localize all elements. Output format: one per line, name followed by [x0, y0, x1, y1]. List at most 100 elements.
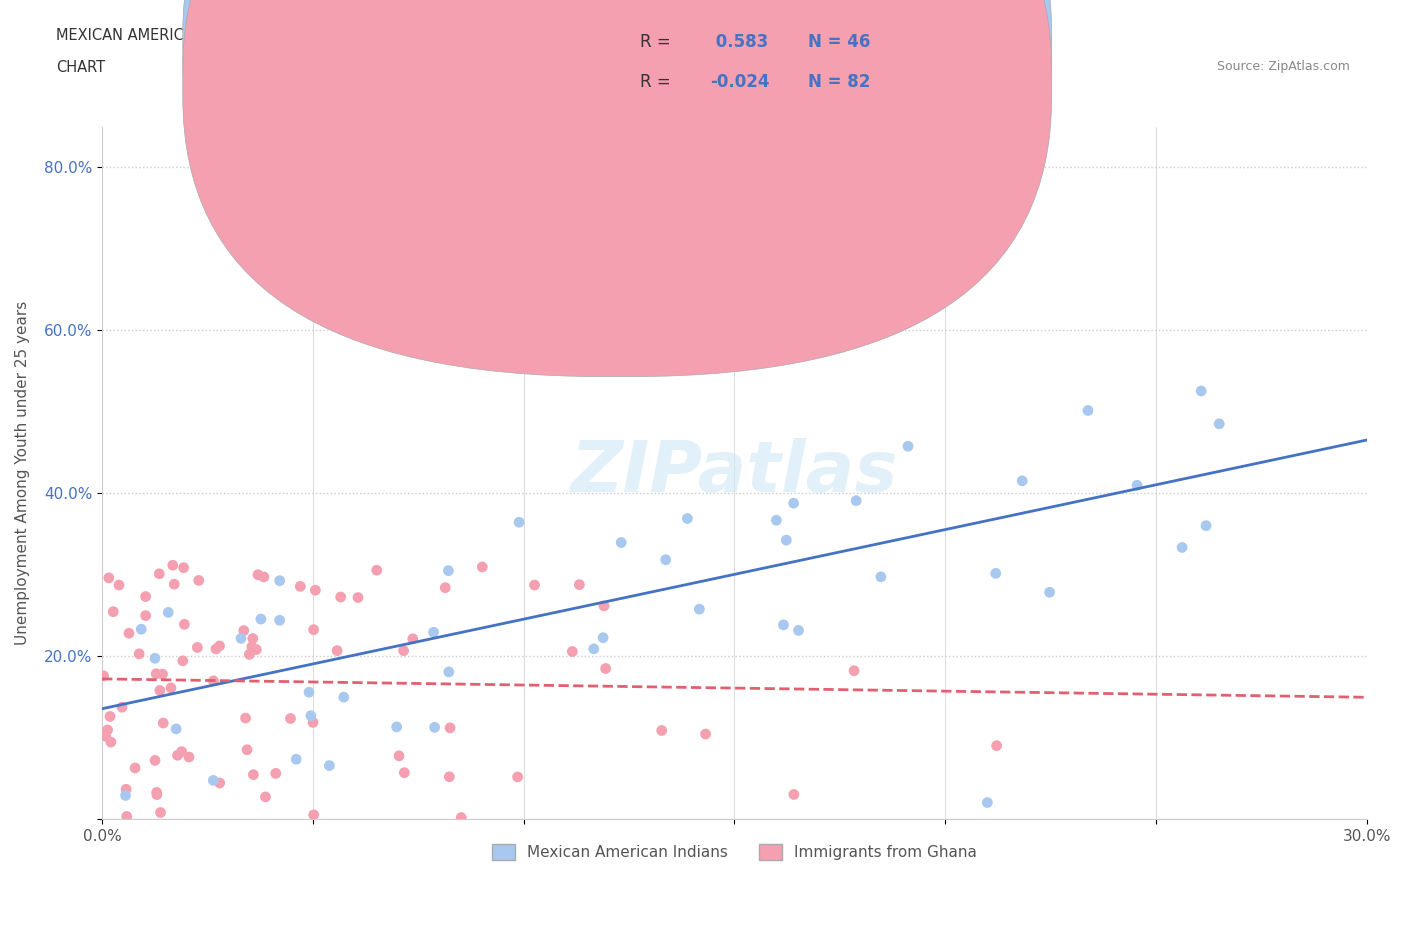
Point: [253, 569, 276, 584]
Point: [285, 751, 308, 766]
Point: [782, 496, 804, 511]
Point: [229, 631, 252, 645]
Point: [114, 788, 136, 803]
Point: [1011, 473, 1033, 488]
Point: [236, 742, 259, 757]
Point: [450, 810, 472, 825]
Point: [304, 583, 326, 598]
Point: [143, 651, 166, 666]
Text: 0.583: 0.583: [710, 33, 768, 51]
Point: [152, 667, 174, 682]
Point: [135, 589, 157, 604]
Point: [434, 580, 457, 595]
Point: [135, 608, 157, 623]
Point: [508, 515, 530, 530]
Point: [681, 290, 703, 305]
Point: [1189, 383, 1212, 398]
Point: [385, 720, 408, 735]
Text: Source: ZipAtlas.com: Source: ZipAtlas.com: [1216, 60, 1350, 73]
Point: [186, 640, 208, 655]
Point: [235, 711, 257, 725]
Point: [115, 809, 138, 824]
Point: [437, 564, 460, 578]
Point: [145, 785, 167, 800]
Point: [94, 729, 117, 744]
Point: [392, 644, 415, 658]
Point: [111, 699, 134, 714]
Point: [523, 578, 546, 592]
Point: [333, 690, 356, 705]
Point: [439, 721, 461, 736]
Point: [205, 642, 228, 657]
Point: [1208, 417, 1230, 432]
Point: [471, 560, 494, 575]
Point: [842, 663, 865, 678]
Point: [250, 612, 273, 627]
Point: [280, 711, 302, 726]
Point: [394, 765, 416, 780]
Point: [115, 782, 138, 797]
Point: [897, 439, 920, 454]
Point: [165, 722, 187, 737]
Point: [187, 573, 209, 588]
Text: N = 46: N = 46: [808, 33, 870, 51]
Point: [247, 567, 270, 582]
Point: [146, 787, 169, 802]
Point: [98, 709, 121, 724]
Point: [208, 776, 231, 790]
Legend: Mexican American Indians, Immigrants from Ghana: Mexican American Indians, Immigrants fro…: [486, 838, 983, 867]
Text: R =: R =: [640, 33, 671, 51]
Point: [1126, 478, 1149, 493]
Point: [149, 805, 172, 820]
Point: [124, 761, 146, 776]
Point: [302, 622, 325, 637]
Point: [870, 569, 893, 584]
Point: [100, 735, 122, 750]
Point: [269, 573, 291, 588]
Point: [423, 720, 446, 735]
Point: [129, 622, 152, 637]
Point: [264, 766, 287, 781]
Text: MEXICAN AMERICAN INDIAN VS IMMIGRANTS FROM GHANA UNEMPLOYMENT AMONG YOUTH UNDER : MEXICAN AMERICAN INDIAN VS IMMIGRANTS FR…: [56, 28, 970, 43]
Point: [326, 644, 349, 658]
Point: [402, 631, 425, 646]
Point: [1038, 585, 1060, 600]
Point: [160, 681, 183, 696]
Point: [242, 767, 264, 782]
Point: [240, 640, 263, 655]
Point: [254, 790, 277, 804]
Point: [202, 773, 225, 788]
Point: [506, 769, 529, 784]
Point: [299, 709, 322, 724]
Point: [1171, 540, 1194, 555]
Text: N = 82: N = 82: [808, 73, 870, 91]
Point: [787, 623, 810, 638]
Point: [976, 795, 998, 810]
Point: [592, 631, 614, 645]
Point: [177, 750, 200, 764]
Point: [96, 723, 118, 737]
Y-axis label: Unemployment Among Youth under 25 years: Unemployment Among Youth under 25 years: [15, 300, 30, 644]
Point: [149, 683, 172, 698]
Point: [242, 631, 264, 646]
Point: [582, 642, 605, 657]
Point: [148, 566, 170, 581]
Point: [654, 552, 676, 567]
Point: [173, 617, 195, 631]
Point: [366, 563, 388, 578]
Text: ZIPatlas: ZIPatlas: [571, 438, 898, 507]
Point: [318, 758, 340, 773]
Point: [97, 570, 120, 585]
Point: [103, 604, 125, 619]
Point: [984, 566, 1007, 581]
Point: [302, 807, 325, 822]
Point: [166, 748, 188, 763]
Point: [772, 618, 794, 632]
Point: [173, 560, 195, 575]
Point: [676, 512, 699, 526]
Text: -0.024: -0.024: [710, 73, 769, 91]
Point: [202, 673, 225, 688]
Point: [347, 591, 370, 605]
Point: [593, 598, 616, 613]
Point: [329, 590, 352, 604]
